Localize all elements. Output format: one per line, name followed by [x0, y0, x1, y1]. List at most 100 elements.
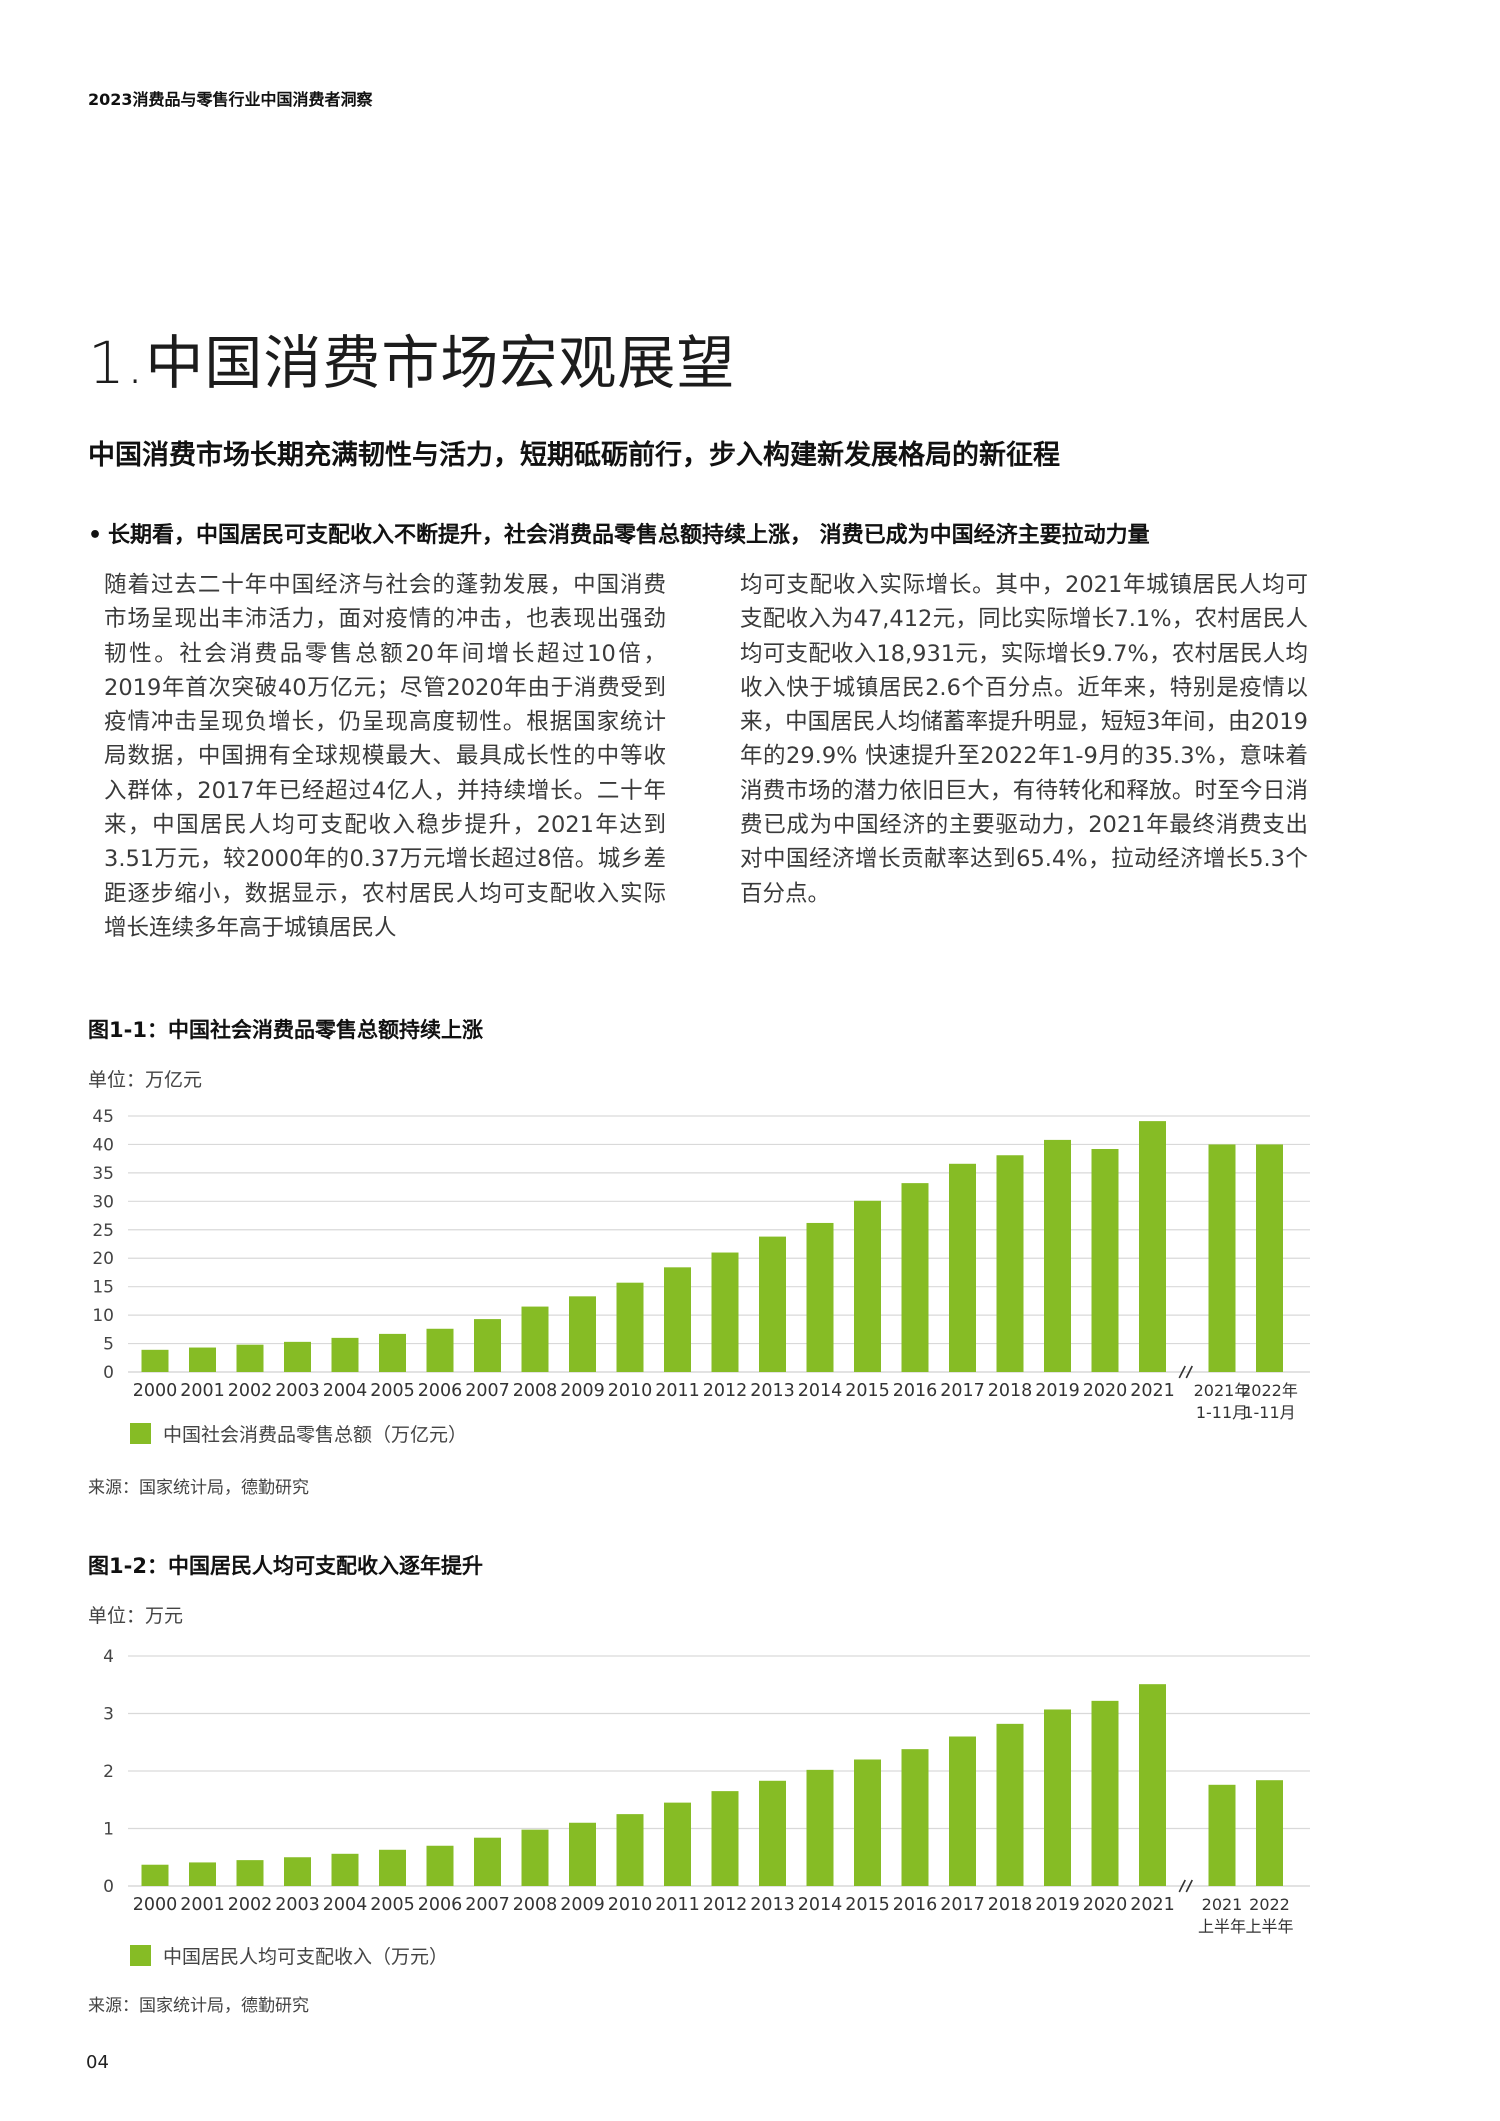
bar [141, 1864, 169, 1886]
bar [379, 1849, 406, 1886]
bar [1044, 1709, 1071, 1886]
x-tick-label: 2017 [940, 1381, 985, 1401]
bar [189, 1862, 216, 1886]
x-tick-label: 2004 [323, 1895, 368, 1915]
bar [616, 1282, 644, 1372]
x-tick-label: 2007 [465, 1895, 510, 1915]
x-tick-label: 上半年 [1245, 1917, 1293, 1936]
x-tick-label: 2001 [180, 1895, 225, 1915]
x-tick-label: 2008 [513, 1381, 558, 1401]
bar [379, 1333, 406, 1372]
x-tick-label: 2006 [418, 1381, 463, 1401]
x-tick-label: 2011 [655, 1895, 700, 1915]
bar [284, 1341, 311, 1372]
bar [616, 1814, 644, 1886]
figure1-legend-label: 中国社会消费品零售总额（万亿元） [163, 1424, 468, 1446]
bar [806, 1222, 834, 1372]
bar [664, 1802, 691, 1886]
x-tick-label: 2011 [655, 1381, 700, 1401]
x-tick-label: 2012 [703, 1895, 748, 1915]
bar [1256, 1780, 1283, 1886]
bar [1208, 1144, 1236, 1372]
figure2-source: 来源：国家统计局，德勤研究 [88, 1996, 309, 2016]
bar [949, 1163, 976, 1372]
x-tick-label: 2009 [560, 1381, 605, 1401]
legend-swatch [130, 1945, 151, 1966]
body-paragraph-right: 均可支配收入实际增长。其中，2021年城镇居民人均可支配收入为47,412元，同… [740, 572, 1308, 907]
x-tick-label: 2005 [370, 1381, 415, 1401]
x-tick-label: 2000 [133, 1895, 178, 1915]
y-tick-label: 15 [92, 1278, 114, 1298]
legend-swatch [130, 1423, 151, 1444]
x-tick-label: 2006 [418, 1895, 463, 1915]
x-tick-label: 2020 [1083, 1895, 1128, 1915]
bar [996, 1723, 1024, 1886]
y-tick-label: 45 [92, 1107, 114, 1127]
bar [331, 1853, 359, 1886]
x-tick-label: 2018 [988, 1381, 1033, 1401]
bar [426, 1328, 454, 1372]
bar [854, 1200, 881, 1372]
y-tick-label: 4 [103, 1647, 114, 1667]
bar [141, 1349, 169, 1372]
bar [806, 1769, 834, 1886]
bar [1139, 1684, 1166, 1886]
y-tick-label: 40 [92, 1135, 114, 1155]
x-tick-label: 2021年 [1194, 1381, 1251, 1400]
bar [1139, 1121, 1166, 1372]
x-tick-label: 2019 [1035, 1381, 1080, 1401]
bar [901, 1183, 929, 1372]
axis-break-icon [1178, 1365, 1193, 1379]
bar [759, 1236, 786, 1372]
x-tick-label: 2000 [133, 1381, 178, 1401]
x-tick-label: 2002 [228, 1895, 273, 1915]
x-tick-label: 上半年 [1198, 1917, 1246, 1936]
y-tick-label: 20 [92, 1249, 114, 1269]
key-point: • 长期看，中国居民可支配收入不断提升，社会消费品零售总额持续上涨， 消费已成为中… [88, 517, 1150, 549]
x-tick-label: 2010 [608, 1895, 653, 1915]
bar [331, 1337, 359, 1372]
bar [521, 1829, 549, 1886]
bar [1044, 1139, 1071, 1372]
figure2-legend-label: 中国居民人均可支配收入（万元） [163, 1946, 449, 1968]
bullet-marker: • [88, 523, 103, 548]
report-header: 2023消费品与零售行业中国消费者洞察 [88, 90, 373, 109]
x-tick-label: 2021 [1202, 1895, 1243, 1914]
x-tick-label: 2007 [465, 1381, 510, 1401]
x-tick-label: 2008 [513, 1895, 558, 1915]
figure1-title: 图1-1：中国社会消费品零售总额持续上涨 [88, 1018, 483, 1042]
y-tick-label: 2 [103, 1762, 114, 1782]
bar [996, 1155, 1024, 1372]
x-tick-label: 2014 [798, 1381, 843, 1401]
bar [1091, 1148, 1119, 1372]
bar [854, 1759, 881, 1886]
bar [284, 1857, 311, 1886]
x-tick-label: 2020 [1083, 1381, 1128, 1401]
key-point-text: 长期看，中国居民可支配收入不断提升，社会消费品零售总额持续上涨， 消费已成为中国… [108, 523, 1150, 548]
y-tick-label: 0 [103, 1363, 114, 1383]
x-tick-label: 2021 [1130, 1895, 1175, 1915]
bar [474, 1319, 501, 1372]
y-tick-label: 5 [103, 1335, 114, 1355]
x-tick-label: 1-11月 [1243, 1403, 1295, 1422]
x-tick-label: 2015 [845, 1381, 890, 1401]
x-tick-label: 2003 [275, 1895, 320, 1915]
x-tick-label: 2014 [798, 1895, 843, 1915]
bar [426, 1845, 454, 1886]
y-tick-label: 3 [103, 1705, 114, 1725]
x-tick-label: 2003 [275, 1381, 320, 1401]
bar [236, 1344, 264, 1372]
figure1-unit: 单位：万亿元 [88, 1069, 203, 1091]
x-tick-label: 2016 [893, 1895, 938, 1915]
x-tick-label: 2010 [608, 1381, 653, 1401]
x-tick-label: 2022 [1249, 1895, 1290, 1914]
x-tick-label: 2009 [560, 1895, 605, 1915]
y-tick-label: 1 [103, 1820, 114, 1840]
bar [474, 1837, 501, 1886]
figure1-source: 来源：国家统计局，德勤研究 [88, 1478, 309, 1498]
bar [759, 1780, 786, 1886]
axis-break-icon [1178, 1879, 1193, 1893]
x-tick-label: 2004 [323, 1381, 368, 1401]
